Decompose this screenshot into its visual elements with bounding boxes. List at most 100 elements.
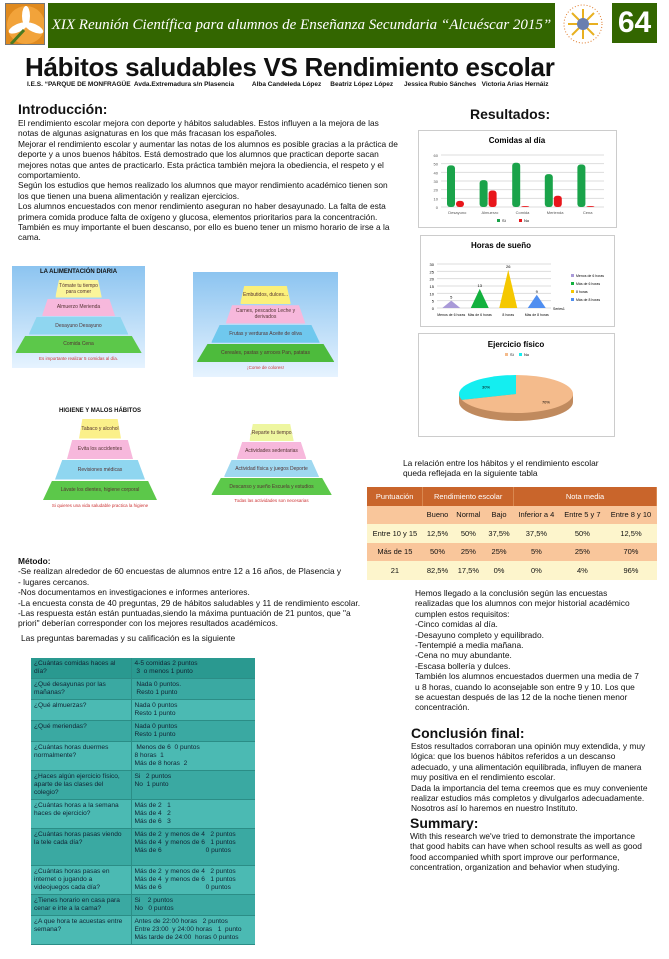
- subheader-cell: Normal: [452, 505, 485, 524]
- bar-No: [553, 195, 562, 207]
- relation-text: La relación entre los hábitos y el rendi…: [403, 458, 599, 479]
- table-row: Entre 10 y 15 12,5% 50% 37,5% 37,5% 50% 12,5%: [367, 524, 657, 543]
- bar-No: [521, 206, 530, 207]
- question-cell: ¿Cuántas horas pasas viendo la tele cada…: [31, 828, 132, 866]
- image-caption: Todas las actividades son necesarias: [234, 498, 309, 503]
- y-tick-label: 25: [430, 269, 435, 274]
- image-title: LA ALIMENTACIÓN DIARIA: [39, 269, 118, 275]
- meals-chart: Comidas al día 0 10 20 30 40 50 60 Desayuno Almue…: [418, 130, 617, 228]
- table-cell: 50%: [452, 524, 485, 543]
- intro-paragraph: El rendimiento escolar mejora con deport…: [18, 118, 379, 139]
- x-tick-label: Más de 8 horas: [525, 313, 549, 317]
- question-row: ¿Cuántas horas pasas en internet o jugan…: [31, 865, 255, 895]
- bar-Sí: [512, 162, 521, 207]
- pie-slice-No: [459, 375, 516, 400]
- table-cell: 82,5%: [422, 561, 453, 580]
- legend-label: No: [524, 218, 530, 223]
- bar-No: [488, 190, 497, 207]
- question-row: ¿A que hora te acuestas entre semana? Ant…: [31, 915, 255, 945]
- method-heading: Método:: [18, 556, 51, 566]
- pyramid-level: Embutidos, dulces...: [240, 286, 291, 305]
- pie-slice-Sí: [461, 375, 573, 413]
- y-tick-label: 20: [434, 188, 439, 193]
- question-row: ¿Cuántas horas pasas viendo la tele cada…: [31, 828, 255, 866]
- method-line: -La encuesta consta de 40 preguntas, 29 …: [18, 597, 361, 608]
- table-cell: 12,5%: [422, 524, 453, 543]
- summary-section: Summary: With this research we've tried …: [410, 815, 650, 873]
- legend-swatch: [571, 290, 574, 293]
- table-cell: 37,5%: [484, 524, 514, 543]
- pyramid-level: Almuerzo Merienda: [41, 298, 116, 316]
- legend-swatch: [519, 353, 522, 356]
- findings-intro: Hemos llegado a la conclusión según las …: [415, 588, 630, 619]
- question-row: ¿Cuántas horas duermes normalmente? Meno…: [31, 741, 255, 771]
- authors-line: I.E.S. “PARQUE DE MONFRAGÜE Avda.Extrema…: [27, 81, 549, 88]
- pyramid-level: Revisiones médicas: [55, 460, 145, 480]
- finding-item: -Tentempié a media mañana.: [415, 640, 524, 651]
- header-cell: Puntuación: [367, 487, 424, 506]
- question-row: ¿Qué desayunas por las mañanas? Nada 0 p…: [31, 678, 255, 700]
- question-row: ¿Cuántas horas a la semana haces de ejer…: [31, 799, 255, 829]
- legend-swatch: [497, 219, 500, 222]
- question-cell: ¿Cuántas horas pasas en internet o jugan…: [31, 865, 132, 895]
- chart-title: Comidas al día: [489, 136, 546, 145]
- table-cell: 5%: [513, 542, 560, 561]
- question-cell: ¿Qué meriendas?: [31, 720, 132, 742]
- pyramid-level: Tómate tu tiempo para comer: [55, 280, 102, 298]
- pyramid-level: Evita los accidentes: [67, 439, 133, 459]
- question-cell: ¿Qué almuerzas?: [31, 699, 132, 721]
- intro-paragraph: Los alumnos encuestados con menor rendim…: [18, 201, 390, 243]
- y-tick-label: 15: [430, 284, 435, 289]
- bar-Sí: [577, 164, 586, 207]
- subheader-cell: [367, 505, 423, 524]
- score-cell: Más de 2 y menos de 4 2 puntos Más de 4 …: [131, 828, 255, 866]
- pyramid-level: ¡Reparte tu tiempo!: [249, 424, 294, 441]
- score-cell: Más de 2 y menos de 4 2 puntos Más de 4 …: [131, 865, 255, 895]
- pyramid-level: Descanso y sueño Escuela y estudios: [211, 478, 332, 495]
- chart-title: Ejercicio físico: [488, 340, 545, 349]
- table-intro: Las preguntas baremadas y su calificació…: [21, 632, 236, 643]
- finding-item: -Cena no muy abundante.: [415, 650, 512, 661]
- subheader-cell: Entre 8 y 10: [605, 505, 657, 524]
- table-cell: Más de 15: [367, 542, 423, 561]
- score-cell: Nada 0 puntos. Resto 1 punto: [131, 678, 255, 700]
- y-tick-label: 10: [430, 291, 435, 296]
- introduction-section: Introducción: El rendimiento escolar mej…: [18, 101, 398, 243]
- bar-No: [456, 200, 464, 207]
- flower-logo: [5, 3, 45, 45]
- table-cell: 25%: [484, 542, 514, 561]
- intro-heading: Introducción:: [18, 101, 108, 117]
- summary-text: With this research we've tried to demons…: [410, 831, 642, 873]
- pyramid-level: Actividades sedentarias: [236, 442, 307, 459]
- score-cell: Más de 2 1 Más de 4 2 Más de 6 3: [131, 799, 255, 829]
- results-heading: Resultados:: [470, 106, 551, 122]
- finding-item: -Cinco comidas al día.: [415, 619, 498, 630]
- table-cell: 0%: [513, 561, 560, 580]
- data-label: 70%: [542, 399, 550, 404]
- findings-sleep: También los alumnos encuestados duermen …: [415, 671, 639, 713]
- question-cell: ¿Qué desayunas por las mañanas?: [31, 678, 132, 700]
- question-row: ¿Qué almuerzas? Nada 0 puntos Resto 1 pun…: [31, 699, 255, 721]
- conclusion-section: Conclusión final: Estos resultados corra…: [411, 725, 651, 814]
- pyramid-level: Comida Cena: [15, 335, 142, 353]
- score-cell: Si 2 puntos No 1 punto: [131, 770, 255, 800]
- data-label: 30%: [482, 385, 490, 390]
- conclusion-paragraph: Dada la importancia del tema creemos que…: [411, 782, 648, 814]
- pyramid-bar: [527, 294, 546, 308]
- image-title: HIGIENE Y MALOS HÁBITOS: [58, 408, 141, 414]
- method-line: -Nos documentamos en investigaciones e i…: [18, 587, 250, 598]
- y-tick-label: 20: [430, 277, 435, 282]
- legend-label: Más de 6 horas: [576, 282, 600, 286]
- data-label: 26: [506, 264, 511, 269]
- findings-section: Hemos llegado a la conclusión según las …: [415, 588, 640, 713]
- pyramid-level: Cereales, pastas y arroces Pan, patatas: [196, 343, 335, 362]
- question-cell: ¿Cuántas comidas haces al día?: [31, 658, 132, 679]
- pyramid-level: Carnes, pescados Leche y derivados: [225, 305, 306, 324]
- pyramid-bar: [442, 300, 461, 308]
- legend-label: Sí: [510, 352, 515, 357]
- y-tick-label: 40: [434, 170, 439, 175]
- legend-swatch: [571, 282, 574, 285]
- bar-Sí: [479, 180, 488, 207]
- score-cell: Si 2 puntos No 0 puntos: [131, 894, 255, 916]
- exercise-chart: Ejercicio físico Sí No 70% 30%: [418, 333, 615, 437]
